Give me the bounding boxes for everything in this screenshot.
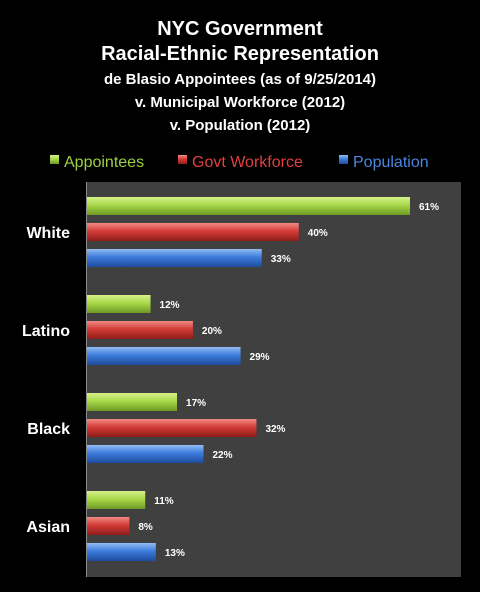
value-label-white-govt-workforce: 40% (308, 228, 328, 239)
value-labels: 61% 40% 33% 12% 20% 29% 17% 32% 22% 11% 8% 13% (138, 202, 439, 559)
value-label-black-appointees: 17% (186, 398, 206, 409)
category-label-latino: Latino (22, 323, 70, 340)
category-label-black: Black (27, 421, 70, 438)
value-label-white-population: 33% (271, 254, 291, 265)
legend-swatch-govt-workforce (178, 155, 187, 164)
bar-white-appointees (87, 197, 410, 215)
bars (87, 197, 410, 561)
value-label-black-govt-workforce: 32% (265, 424, 285, 435)
legend-swatch-appointees (50, 155, 59, 164)
bar-black-govt-workforce (87, 419, 257, 437)
value-label-asian-appointees: 11% (154, 496, 174, 507)
value-label-asian-population: 13% (165, 548, 185, 559)
title-line-1: NYC Government (157, 18, 323, 40)
bar-latino-population (87, 347, 241, 365)
chart-title: NYC Government Racial-Ethnic Representat… (101, 18, 379, 134)
bar-latino-govt-workforce (87, 321, 193, 339)
value-label-latino-appointees: 12% (160, 300, 180, 311)
bar-black-appointees (87, 393, 178, 411)
bar-latino-appointees (87, 295, 151, 313)
legend: Appointees Govt Workforce Population (50, 154, 429, 171)
value-label-black-population: 22% (212, 450, 232, 461)
value-label-white-appointees: 61% (419, 202, 439, 213)
value-label-asian-govt-workforce: 8% (138, 522, 153, 533)
value-label-latino-population: 29% (250, 352, 270, 363)
legend-label-appointees: Appointees (64, 154, 144, 171)
bar-white-population (87, 249, 262, 267)
bar-asian-appointees (87, 491, 146, 509)
category-label-white: White (26, 225, 70, 242)
legend-label-population: Population (353, 154, 429, 171)
title-line-2: Racial-Ethnic Representation (101, 43, 379, 65)
title-line-4: v. Municipal Workforce (2012) (135, 94, 345, 111)
bar-asian-govt-workforce (87, 517, 130, 535)
bar-black-population (87, 445, 204, 463)
legend-label-govt-workforce: Govt Workforce (192, 154, 303, 171)
category-label-asian: Asian (26, 519, 70, 536)
category-labels: White Latino Black Asian (22, 225, 70, 536)
bar-asian-population (87, 543, 156, 561)
bar-white-govt-workforce (87, 223, 299, 241)
plot-area (86, 182, 461, 577)
value-label-latino-govt-workforce: 20% (202, 326, 222, 337)
legend-swatch-population (339, 155, 348, 164)
title-line-5: v. Population (2012) (170, 117, 311, 134)
title-line-3: de Blasio Appointees (as of 9/25/2014) (104, 71, 376, 88)
